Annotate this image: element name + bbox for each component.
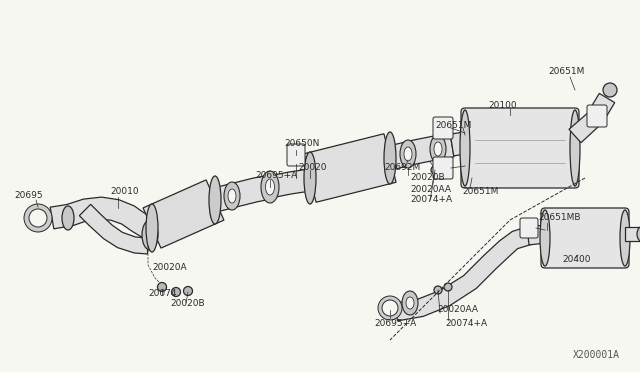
Polygon shape [394, 227, 531, 321]
Polygon shape [527, 225, 546, 245]
Text: 20074+A: 20074+A [445, 318, 487, 327]
Text: 20400: 20400 [562, 256, 591, 264]
Polygon shape [625, 227, 640, 241]
Ellipse shape [540, 210, 550, 266]
Polygon shape [569, 93, 614, 143]
Ellipse shape [402, 291, 418, 315]
Ellipse shape [261, 171, 279, 203]
Ellipse shape [146, 204, 158, 252]
Circle shape [24, 204, 52, 232]
Polygon shape [143, 180, 224, 248]
Ellipse shape [228, 189, 236, 203]
Text: 20020AA: 20020AA [410, 186, 451, 195]
Text: 20020: 20020 [298, 163, 326, 171]
Circle shape [382, 300, 398, 316]
Text: 20020B: 20020B [410, 173, 445, 183]
Text: 20074+A: 20074+A [410, 196, 452, 205]
Ellipse shape [431, 166, 439, 174]
Ellipse shape [406, 297, 414, 309]
Ellipse shape [637, 226, 640, 242]
Polygon shape [212, 175, 273, 212]
Polygon shape [304, 134, 396, 202]
Ellipse shape [603, 83, 617, 97]
Ellipse shape [430, 135, 446, 163]
Polygon shape [79, 204, 148, 254]
FancyBboxPatch shape [433, 117, 453, 139]
Ellipse shape [570, 110, 580, 186]
FancyBboxPatch shape [541, 208, 629, 268]
Ellipse shape [620, 210, 630, 266]
Ellipse shape [434, 142, 442, 156]
Ellipse shape [404, 147, 412, 161]
Text: 20020B: 20020B [170, 298, 205, 308]
Text: 20074: 20074 [148, 289, 177, 298]
Ellipse shape [172, 288, 180, 296]
Ellipse shape [62, 206, 74, 230]
Text: 20695+A: 20695+A [374, 318, 416, 327]
Circle shape [378, 296, 402, 320]
Text: 20695: 20695 [14, 190, 43, 199]
Ellipse shape [157, 282, 166, 292]
Text: 20650N: 20650N [284, 138, 319, 148]
Ellipse shape [209, 176, 221, 224]
Text: 20651M: 20651M [548, 67, 584, 77]
Ellipse shape [434, 286, 442, 294]
Ellipse shape [224, 182, 240, 210]
Ellipse shape [304, 152, 316, 204]
FancyBboxPatch shape [587, 105, 607, 127]
Ellipse shape [444, 283, 452, 291]
Ellipse shape [142, 220, 158, 250]
Text: 20010: 20010 [110, 187, 139, 196]
Polygon shape [387, 133, 454, 170]
Polygon shape [268, 169, 312, 198]
FancyBboxPatch shape [520, 218, 538, 238]
FancyBboxPatch shape [287, 144, 305, 166]
Text: 20651MB: 20651MB [538, 214, 580, 222]
Ellipse shape [266, 179, 275, 195]
Text: 20651M: 20651M [462, 187, 499, 196]
Text: 20692M: 20692M [384, 164, 420, 173]
FancyBboxPatch shape [433, 157, 453, 179]
Polygon shape [451, 132, 467, 156]
Ellipse shape [384, 132, 396, 184]
Text: 20651M: 20651M [435, 121, 472, 129]
Text: 20695+A: 20695+A [255, 170, 297, 180]
Text: X200001A: X200001A [573, 350, 620, 360]
Ellipse shape [441, 169, 449, 177]
Text: 20020AA: 20020AA [437, 305, 478, 314]
Ellipse shape [400, 140, 416, 168]
FancyBboxPatch shape [461, 108, 579, 188]
Text: 20100: 20100 [488, 100, 516, 109]
Ellipse shape [460, 110, 470, 186]
Text: 20020A: 20020A [152, 263, 187, 273]
Ellipse shape [184, 286, 193, 295]
Polygon shape [50, 197, 154, 237]
Circle shape [29, 209, 47, 227]
